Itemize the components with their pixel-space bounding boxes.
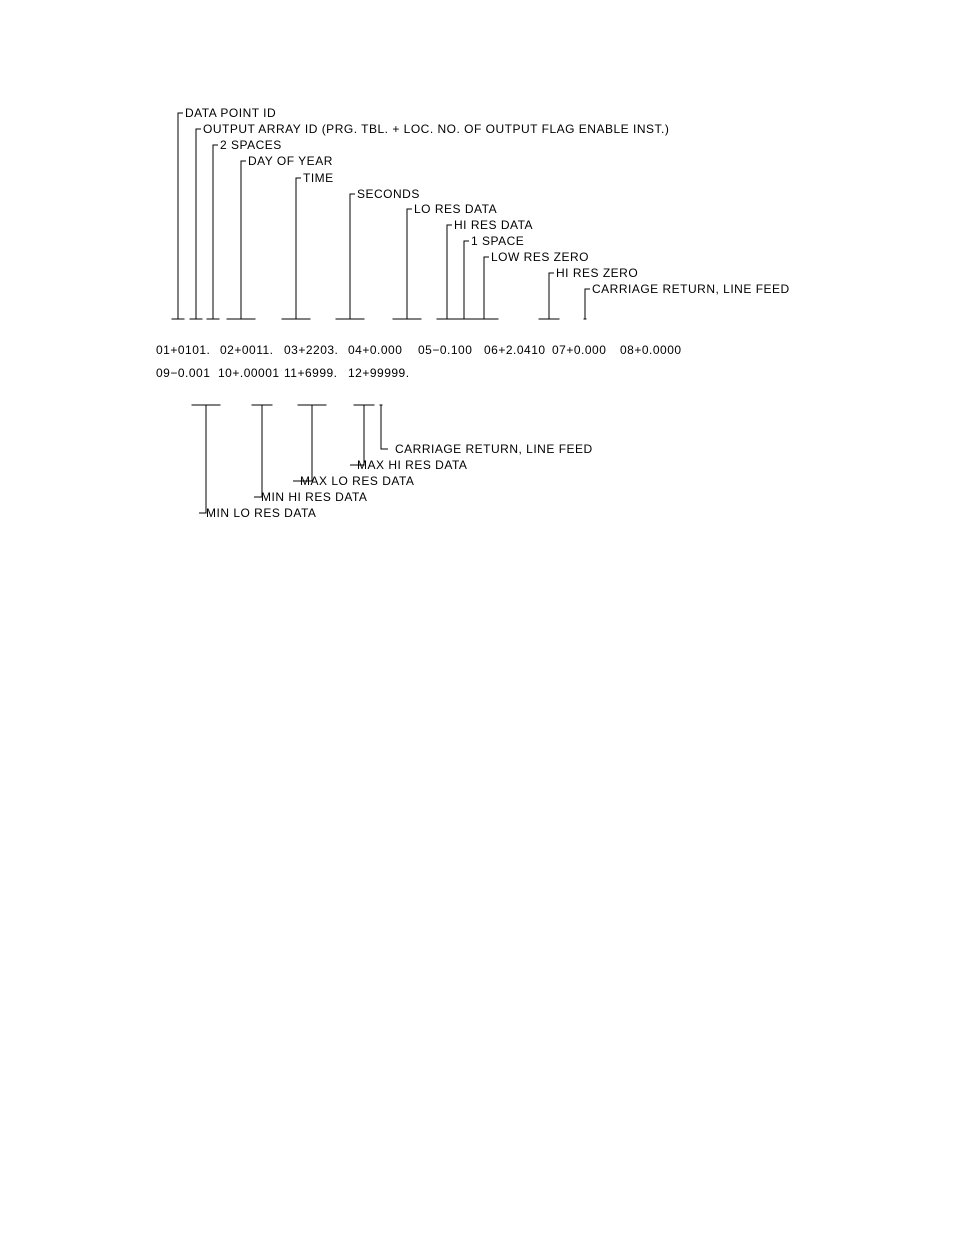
top-label: LO RES DATA: [414, 202, 497, 216]
bottom-label: MAX HI RES DATA: [357, 458, 467, 472]
bottom-label: CARRIAGE RETURN, LINE FEED: [395, 442, 593, 456]
data-value: 12+99999.: [348, 366, 410, 380]
data-value: 06+2.0410: [484, 343, 546, 357]
data-value: 01+0101.: [156, 343, 210, 357]
bottom-label: MAX LO RES DATA: [300, 474, 414, 488]
data-value: 04+0.000: [348, 343, 402, 357]
data-value: 03+2203.: [284, 343, 338, 357]
data-value: 07+0.000: [552, 343, 606, 357]
top-label: TIME: [303, 171, 334, 185]
top-label: HI RES DATA: [454, 218, 533, 232]
data-value: 02+0011.: [220, 343, 274, 357]
data-value: 09−0.001: [156, 366, 210, 380]
format-diagram: DATA POINT ID OUTPUT ARRAY ID (PRG. TBL. …: [0, 0, 954, 1235]
top-label: SECONDS: [357, 187, 420, 201]
top-label: LOW RES ZERO: [491, 250, 589, 264]
bottom-label: MIN HI RES DATA: [261, 490, 367, 504]
top-label: 1 SPACE: [471, 234, 524, 248]
data-value: 05−0.100: [418, 343, 472, 357]
bottom-label: MIN LO RES DATA: [206, 506, 316, 520]
top-label: DATA POINT ID: [185, 106, 276, 120]
top-label: CARRIAGE RETURN, LINE FEED: [592, 282, 790, 296]
data-value: 11+6999.: [284, 366, 338, 380]
data-value: 10+.00001: [218, 366, 280, 380]
data-value: 08+0.0000: [620, 343, 682, 357]
top-label: HI RES ZERO: [556, 266, 638, 280]
top-label: OUTPUT ARRAY ID (PRG. TBL. + LOC. NO. OF…: [203, 122, 669, 136]
top-label: DAY OF YEAR: [248, 154, 333, 168]
top-label: 2 SPACES: [220, 138, 282, 152]
